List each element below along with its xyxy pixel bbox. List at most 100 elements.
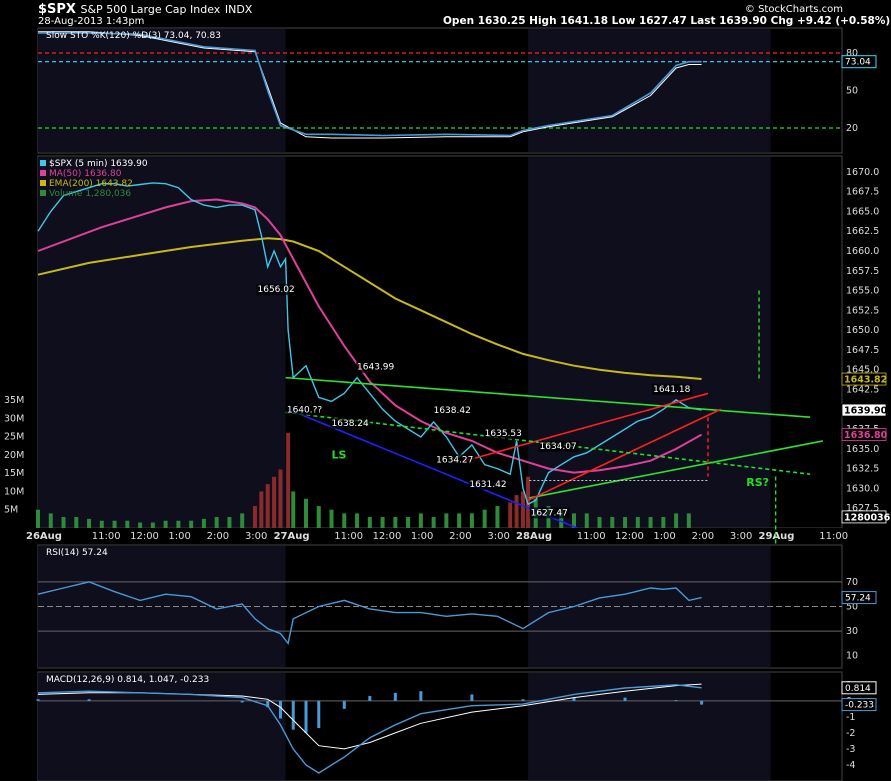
macd-last-value-badge: 0.814 bbox=[841, 681, 877, 695]
price-label-bg bbox=[356, 361, 397, 373]
price-label: 1627.47 bbox=[529, 507, 570, 519]
macd-y-tick-label: -4 bbox=[846, 760, 855, 771]
price-legend-entry: $SPX (5 min) 1639.90 bbox=[49, 159, 148, 169]
stochastic-session-shade bbox=[528, 29, 771, 152]
stochastic-last-value-badge: 73.04 bbox=[841, 55, 877, 69]
volume-y-tick-label: 25M bbox=[4, 432, 24, 443]
macd-histogram-bar bbox=[36, 699, 40, 701]
price-label-bg bbox=[330, 417, 371, 429]
price-label: 1643.99 bbox=[356, 361, 397, 373]
quote-summary: Open 1630.25 High 1641.18 Low 1627.47 La… bbox=[443, 15, 891, 27]
price-y-tick-label: 1657.5 bbox=[846, 266, 879, 277]
volume-bar bbox=[291, 491, 296, 528]
price-legend-entry: EMA(200) 1643.82 bbox=[49, 179, 133, 189]
price-session-shade bbox=[38, 157, 286, 527]
stochastic-legend: Slow STO %K(120) %D(3) 73.04, 70.83 bbox=[46, 31, 221, 41]
price-label-bg bbox=[468, 478, 509, 490]
volume-bar bbox=[125, 520, 130, 528]
price-legend-entry: Volume 1,280,036 bbox=[49, 189, 131, 199]
price-label-bg bbox=[538, 440, 579, 452]
trendline bbox=[529, 440, 824, 499]
x-tick-label: 2:00 bbox=[207, 531, 229, 542]
volume-bar bbox=[584, 513, 589, 528]
macd-histogram-bar bbox=[368, 696, 372, 701]
chart-symbol-title: $SPX S&P 500 Large Cap Index INDX bbox=[38, 2, 252, 17]
price-axis-badge-text: 1639.90 bbox=[844, 406, 888, 417]
volume-bar bbox=[87, 518, 92, 528]
price-label: 1638.24 bbox=[330, 417, 371, 429]
x-tick-label: 3:00 bbox=[245, 531, 267, 542]
volume-bar bbox=[286, 432, 291, 528]
rsi-session-shade bbox=[528, 546, 771, 667]
volume-bar bbox=[252, 506, 257, 528]
price-y-tick-label: 1632.5 bbox=[846, 464, 879, 475]
price-y-tick-label: 1650.0 bbox=[846, 325, 879, 336]
x-tick-label: 2:00 bbox=[692, 531, 714, 542]
price-axis-badge-box bbox=[841, 403, 887, 417]
price-label-bg bbox=[529, 507, 570, 519]
volume-y-tick-label: 20M bbox=[4, 450, 24, 461]
volume-bar bbox=[176, 520, 181, 528]
macd-y-tick-label: -3 bbox=[846, 744, 855, 755]
macd-badge-box bbox=[841, 698, 877, 712]
price-legend-swatch bbox=[40, 170, 46, 176]
volume-bar bbox=[112, 520, 117, 528]
volume-y-tick-label: 10M bbox=[4, 486, 24, 497]
macd-histogram-bar bbox=[342, 700, 346, 709]
price-axis-badge-text: 1643.82 bbox=[844, 375, 887, 386]
volume-bar bbox=[661, 517, 666, 528]
rsi-y-tick-label: 70 bbox=[846, 577, 858, 588]
price-axis-badge: 1643.82 bbox=[841, 372, 887, 386]
price-y-tick-label: 1667.5 bbox=[846, 187, 879, 198]
price-y-tick-label: 1645.0 bbox=[846, 365, 879, 376]
volume-bar bbox=[316, 506, 321, 528]
price-axis-badge-text: 1636.80 bbox=[844, 430, 888, 441]
price-axis-badge-text: 1280036 bbox=[844, 512, 891, 523]
price-label-bg bbox=[435, 454, 476, 466]
volume-y-tick-label: 30M bbox=[4, 413, 24, 424]
rsi-y-tick-label: 10 bbox=[846, 651, 858, 662]
macd-session-shade bbox=[528, 673, 771, 780]
macd-y-tick-label: -1 bbox=[846, 712, 855, 723]
volume-bar bbox=[201, 518, 206, 528]
pattern-annotation: LS bbox=[332, 448, 347, 461]
price-y-tick-label: 1670.0 bbox=[846, 167, 879, 178]
price-legend-swatch bbox=[40, 160, 46, 166]
x-tick-label: 3:00 bbox=[487, 531, 509, 542]
rsi-y-tick-label: 50 bbox=[846, 602, 858, 613]
price-label-text: 1656.02 bbox=[258, 285, 295, 295]
macd-histogram-bar bbox=[700, 700, 704, 705]
x-tick-label: 12:00 bbox=[373, 531, 402, 542]
stochastic-d-line bbox=[38, 31, 702, 139]
price-y-tick-label: 1647.5 bbox=[846, 345, 879, 356]
volume-bar bbox=[686, 513, 691, 528]
price-label: 1634.27 bbox=[435, 454, 476, 466]
macd-histogram-bar bbox=[278, 700, 282, 719]
rsi-y-tick-label: 30 bbox=[846, 626, 858, 637]
price-legend-swatch bbox=[40, 190, 46, 196]
rsi-panel: 70 50 30 10 57.24 RSI(14) 57.24 bbox=[37, 544, 877, 669]
volume-bar bbox=[559, 509, 564, 528]
volume-bar bbox=[278, 469, 283, 528]
price-label-text: 1641.18 bbox=[653, 385, 690, 395]
price-label-text: 1627.47 bbox=[531, 508, 568, 518]
macd-histogram-bar bbox=[87, 699, 91, 701]
stochastic-y-tick-label: 50 bbox=[846, 86, 858, 97]
price-label-text: 1638.24 bbox=[332, 419, 369, 429]
macd-session-shade bbox=[38, 673, 286, 780]
volume-bar bbox=[214, 517, 219, 528]
x-tick-label: 11:00 bbox=[92, 531, 121, 542]
volume-bar bbox=[572, 513, 576, 528]
price-label-bg bbox=[432, 405, 473, 417]
price-label-text: 1631.42 bbox=[469, 480, 506, 490]
stochastic-badge-box bbox=[841, 55, 877, 69]
price-label: 1635.53 bbox=[483, 428, 524, 440]
price-label-text: 1634.07 bbox=[540, 442, 577, 452]
price-label: 1641.18 bbox=[652, 383, 693, 395]
x-tick-label: 2:00 bbox=[449, 531, 471, 542]
macd-histogram-bar bbox=[291, 700, 295, 730]
volume-y-tick-label: 15M bbox=[4, 468, 24, 479]
volume-bar bbox=[227, 517, 232, 528]
price-label: 1640.?? bbox=[285, 404, 326, 416]
